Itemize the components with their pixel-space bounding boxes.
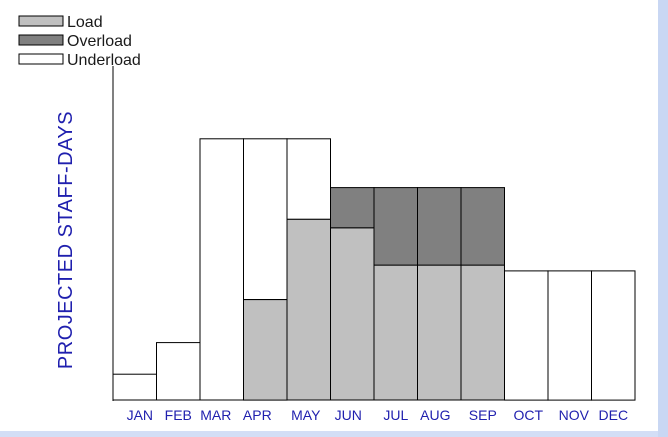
x-tick-jun: JUN [335, 407, 362, 423]
x-tick-mar: MAR [200, 407, 231, 423]
x-tick-may: MAY [291, 407, 321, 423]
x-tick-nov: NOV [559, 407, 590, 423]
legend-label-load: Load [67, 14, 103, 31]
bar-overload-sep [460, 187, 505, 266]
bar-underload-mar [199, 138, 244, 401]
bar-overload-jul [373, 187, 418, 266]
legend: Load Overload Underload [18, 14, 141, 69]
bar-underload-oct [504, 270, 549, 401]
x-tick-oct: OCT [514, 407, 544, 423]
bar-load-jul [373, 264, 418, 401]
bar-load-apr [243, 299, 288, 401]
legend-swatch-load [18, 15, 64, 27]
x-tick-sep: SEP [469, 407, 497, 423]
bar-load-sep [460, 264, 505, 401]
x-tick-labels: JAN FEB MAR APR MAY JUN JUL AUG SEP OCT NOV DEC [127, 407, 629, 423]
legend-label-overload: Overload [67, 33, 132, 50]
x-tick-jul: JUL [383, 407, 408, 423]
bar-underload-apr [243, 138, 288, 300]
bar-load-aug [417, 264, 462, 401]
y-axis-label: PROJECTED STAFF-DAYS [55, 111, 77, 369]
x-tick-aug: AUG [420, 407, 450, 423]
x-tick-jan: JAN [127, 407, 153, 423]
bar-underload-feb [156, 342, 201, 401]
bar-underload-dec [591, 270, 636, 401]
bar-underload-nov [547, 270, 592, 401]
bars [112, 138, 636, 401]
staff-days-chart: Load Overload Underload PROJECTED STAFF-DA… [18, 14, 636, 423]
legend-swatch-overload [18, 34, 64, 46]
bar-overload-jun [330, 187, 375, 229]
x-tick-dec: DEC [599, 407, 629, 423]
bar-load-jun [330, 227, 375, 401]
x-tick-apr: APR [243, 407, 272, 423]
x-tick-feb: FEB [165, 407, 192, 423]
bar-underload-jan [112, 373, 157, 401]
legend-label-underload: Underload [67, 52, 141, 69]
legend-swatch-underload [18, 53, 64, 65]
bar-underload-may [286, 138, 331, 220]
bar-load-may [286, 218, 331, 401]
bar-overload-aug [417, 187, 462, 266]
